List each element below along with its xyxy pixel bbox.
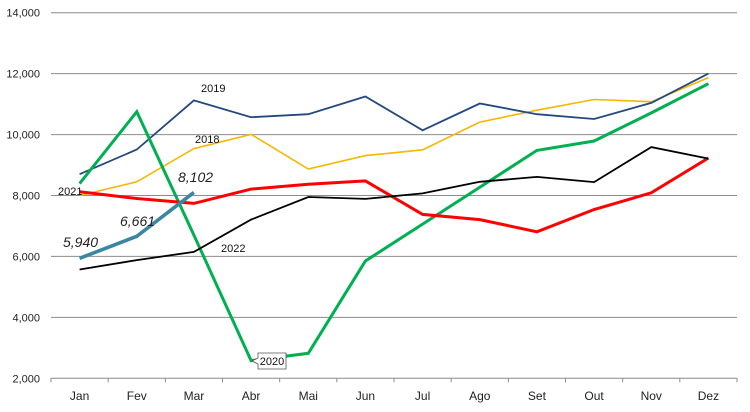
series-line-current [78, 190, 195, 260]
x-tick-label: Mai [299, 389, 318, 403]
series-label-2018: 2018 [195, 134, 219, 146]
y-tick-label: 2,000 [12, 373, 40, 385]
x-axis: Jan Fev Mar Abr Mai Jun Jul Ago Set Out Nov Dez [50, 377, 738, 403]
y-tick-label: 10,000 [6, 130, 40, 142]
series-line-2020 [78, 82, 710, 363]
x-tick-label: Jan [70, 389, 89, 403]
data-label: 5,940 [63, 234, 98, 250]
series-label-2022: 2022 [221, 243, 245, 255]
series-line-2021 [79, 156, 710, 234]
data-label: 8,102 [178, 169, 213, 185]
y-tick-label: 6,000 [12, 251, 40, 263]
y-tick-label: 12,000 [6, 69, 40, 81]
x-tick-label: Dez [698, 389, 719, 403]
y-tick-label: 4,000 [12, 312, 40, 324]
x-tick-label: Fev [127, 389, 147, 403]
series-label-2021: 2021 [58, 186, 82, 198]
x-tick-label: Ago [469, 389, 491, 403]
x-tick-label: Jul [415, 389, 430, 403]
series-line-2022 [79, 146, 709, 271]
x-tick-label: Mar [184, 389, 205, 403]
series-labels: 2018 2019 2021 2022 2020 5,940 6,661 8,102 [58, 83, 287, 370]
series-label-2020: 2020 [260, 356, 284, 368]
callout-box [251, 352, 287, 370]
x-tick-label: Nov [641, 389, 662, 403]
x-tick-label: Abr [242, 389, 261, 403]
y-axis: 2,000 4,000 6,000 8,000 10,000 12,000 14,000 [6, 8, 40, 386]
series-line-2018 [79, 76, 709, 197]
gridlines [51, 12, 737, 318]
series-label-2019: 2019 [201, 83, 225, 95]
series-line-2019 [79, 72, 709, 176]
x-tick-label: Set [528, 389, 547, 403]
data-label: 6,661 [120, 213, 155, 229]
y-tick-label: 8,000 [12, 191, 40, 203]
x-tick-label: Out [584, 389, 604, 403]
y-tick-label: 14,000 [6, 8, 40, 20]
x-tick-label: Jun [356, 389, 375, 403]
series-lines [78, 72, 710, 363]
